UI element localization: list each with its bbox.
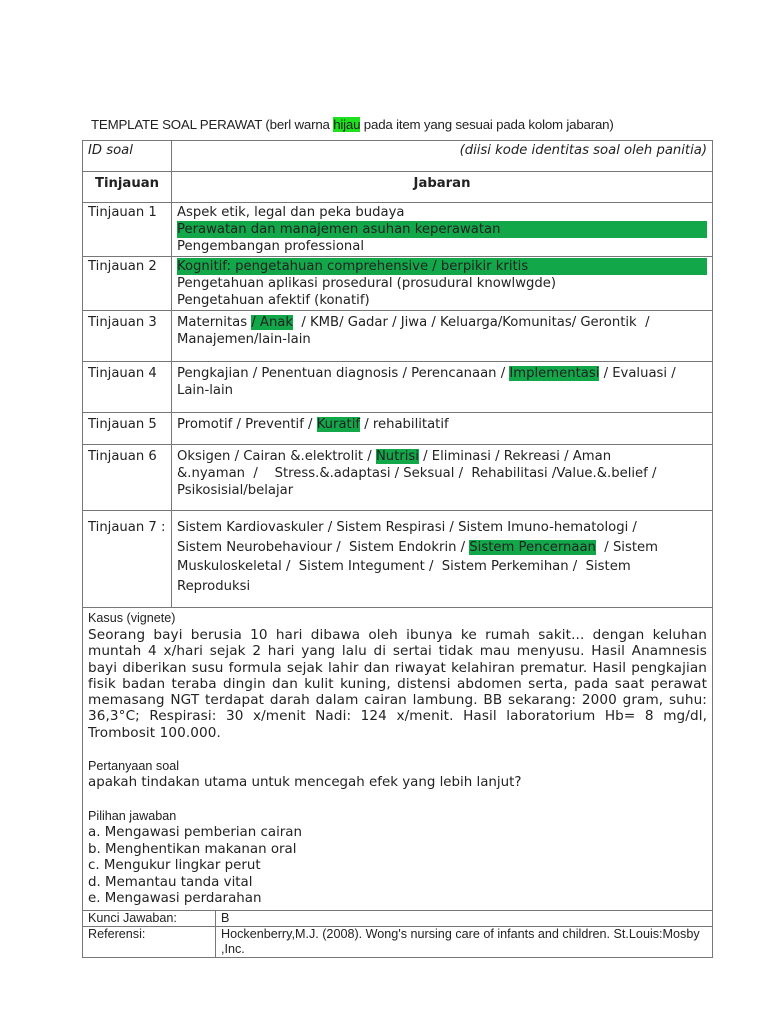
jabaran-line: Oksigen / Cairan &.elektrolit / Nutrisi … — [177, 448, 707, 465]
document-title: TEMPLATE SOAL PERAWAT (berl warna hijau … — [91, 117, 614, 132]
jabaran-item: / rehabilitatif — [360, 417, 449, 432]
tinjauan-label: Tinjauan 7 : — [82, 510, 172, 608]
jabaran-cell: Maternitas / Anak / KMB/ Gadar / Jiwa / … — [171, 310, 713, 362]
jabaran-item: / Eliminasi / Rekreasi / Aman — [418, 449, 612, 464]
answer-row: Kunci Jawaban: B — [82, 909, 713, 927]
tinjauan-row-6: Tinjauan 6 Oksigen / Cairan &.elektrolit … — [82, 444, 713, 511]
tinjauan-label: Tinjauan 2 — [82, 256, 172, 311]
header-jabaran: Jabaran — [171, 171, 713, 203]
selected-item: Kognitif: pengetahuan comprehensive / be… — [177, 258, 707, 275]
jabaran-item: Manajemen/lain-lain — [177, 332, 311, 347]
jabaran-item: Reproduksi — [177, 578, 251, 594]
case-text: Seorang bayi berusia 10 hari dibawa oleh… — [88, 627, 707, 741]
reference-value: Hockenberry,M.J. (2008). Wong's nursing … — [215, 925, 713, 958]
jabaran-item: / KMB/ Gadar / Jiwa / Keluarga/Komunitas… — [293, 315, 650, 330]
tinjauan-row-7: Tinjauan 7 : Sistem Kardiovaskuler / Sist… — [82, 510, 713, 608]
jabaran-item: Pengembangan professional — [177, 239, 365, 254]
jabaran-item: Pengetahuan aplikasi prosedural (prosudu… — [177, 276, 557, 291]
option-d: d. Memantau tanda vital — [88, 874, 253, 890]
selected-item: / Anak — [251, 315, 294, 330]
jabaran-item: / Sistem — [595, 539, 658, 555]
jabaran-cell: Aspek etik, legal dan peka budaya Perawat… — [171, 202, 713, 257]
selected-item: Perawatan dan manajemen asuhan keperawat… — [177, 221, 707, 238]
jabaran-cell: Sistem Kardiovaskuler / Sistem Respirasi… — [171, 510, 713, 608]
jabaran-line: Pengetahuan aplikasi prosedural (prosudu… — [177, 275, 707, 292]
tinjauan-row-3: Tinjauan 3 Maternitas / Anak / KMB/ Gadar… — [82, 310, 713, 362]
jabaran-item: Sistem Kardiovaskuler / Sistem Respirasi… — [177, 520, 637, 535]
case-row: Kasus (vignete) Seorang bayi berusia 10 … — [82, 607, 713, 911]
tinjauan-row-1: Tinjauan 1 Aspek etik, legal dan peka bud… — [82, 202, 713, 257]
jabaran-line: Sistem Neurobehaviour / Sistem Endokrin … — [177, 538, 707, 558]
case-cell: Kasus (vignete) Seorang bayi berusia 10 … — [82, 607, 713, 911]
question-label: Pertanyaan soal — [88, 759, 180, 774]
tinjauan-label: Tinjauan 1 — [82, 202, 172, 257]
jabaran-line: Pengembangan professional — [177, 238, 707, 255]
question-template-table: ID soal (diisi kode identitas soal oleh p… — [82, 140, 713, 911]
jabaran-cell: Promotif / Preventif / Kuratif / rehabil… — [171, 412, 713, 445]
tinjauan-label: Tinjauan 6 — [82, 444, 172, 511]
option-c: c. Mengukur lingkar perut — [88, 858, 261, 874]
tinjauan-row-2: Tinjauan 2 Kognitif: pengetahuan comprehe… — [82, 256, 713, 311]
question-text: apakah tindakan utama untuk mencegah efe… — [88, 775, 522, 791]
jabaran-line: Promotif / Preventif / Kuratif / rehabil… — [177, 416, 707, 433]
document-body: ID soal (diisi kode identitas soal oleh p… — [82, 140, 713, 958]
tinjauan-row-5: Tinjauan 5 Promotif / Preventif / Kuratif… — [82, 412, 713, 445]
jabaran-line: &.nyaman / Stress.&.adaptasi / Seksual /… — [177, 465, 707, 482]
reference-label: Referensi: — [82, 925, 216, 958]
jabaran-line: Maternitas / Anak / KMB/ Gadar / Jiwa / … — [177, 314, 707, 331]
answer-table: Kunci Jawaban: B Referensi: Hockenberry,M.… — [82, 909, 713, 958]
jabaran-item: Pengkajian / Penentuan diagnosis / Peren… — [177, 366, 510, 381]
jabaran-item: Promotif / Preventif / — [177, 417, 317, 432]
jabaran-line: Reproduksi — [177, 577, 707, 597]
tinjauan-label: Tinjauan 5 — [82, 412, 172, 445]
reference-row: Referensi: Hockenberry,M.J. (2008). Wong'… — [82, 925, 713, 958]
jabaran-cell: Pengkajian / Penentuan diagnosis / Peren… — [171, 361, 713, 413]
jabaran-item: Aspek etik, legal dan peka budaya — [177, 205, 405, 220]
jabaran-item: Maternitas — [177, 315, 252, 330]
answer-value: B — [215, 909, 713, 927]
jabaran-line: Psikosisial/belajar — [177, 482, 707, 499]
case-label: Kasus (vignete) — [88, 611, 176, 625]
title-highlight: hijau — [333, 117, 361, 132]
jabaran-line: Pengetahuan afektif (konatif) — [177, 292, 707, 309]
title-text: TEMPLATE SOAL PERAWAT (berl warna — [91, 117, 334, 132]
option-a: a. Mengawasi pemberian cairan — [88, 825, 302, 841]
title-text-end: pada item yang sesuai pada kolom jabaran… — [360, 117, 614, 132]
jabaran-cell: Oksigen / Cairan &.elektrolit / Nutrisi … — [171, 444, 713, 511]
jabaran-item: Lain-lain — [177, 383, 233, 398]
jabaran-line: Lain-lain — [177, 382, 707, 399]
id-value: (diisi kode identitas soal oleh panitia) — [171, 140, 713, 172]
option-b: b. Menghentikan makanan oral — [88, 841, 297, 857]
jabaran-line: Pengkajian / Penentuan diagnosis / Peren… — [177, 365, 707, 382]
jabaran-line: Aspek etik, legal dan peka budaya — [177, 204, 707, 221]
jabaran-item: Pengetahuan afektif (konatif) — [177, 293, 370, 308]
jabaran-cell: Kognitif: pengetahuan comprehensive / be… — [171, 256, 713, 311]
selected-item: Kuratif — [316, 417, 361, 432]
jabaran-item: Sistem Neurobehaviour / Sistem Endokrin … — [177, 539, 470, 555]
selected-item: Nutrisi — [375, 449, 419, 464]
tinjauan-label: Tinjauan 3 — [82, 310, 172, 362]
answer-label: Kunci Jawaban: — [82, 909, 216, 927]
jabaran-line: Perawatan dan manajemen asuhan keperawat… — [177, 221, 707, 238]
id-label: ID soal — [82, 140, 172, 172]
jabaran-line: Kognitif: pengetahuan comprehensive / be… — [177, 258, 707, 275]
option-e: e. Mengawasi perdarahan — [88, 891, 262, 907]
jabaran-line: Sistem Kardiovaskuler / Sistem Respirasi… — [177, 518, 707, 538]
jabaran-line: Manajemen/lain-lain — [177, 331, 707, 348]
selected-item: Sistem Pencernaan — [469, 539, 596, 555]
header-row: Tinjauan Jabaran — [82, 171, 713, 203]
tinjauan-row-4: Tinjauan 4 Pengkajian / Penentuan diagnos… — [82, 361, 713, 413]
jabaran-item: Muskuloskeletal / Sistem Integument / Si… — [177, 559, 631, 574]
id-row: ID soal (diisi kode identitas soal oleh p… — [82, 140, 713, 172]
header-tinjauan: Tinjauan — [82, 171, 172, 203]
jabaran-item: / Evaluasi / — [599, 366, 676, 381]
jabaran-item: Oksigen / Cairan &.elektrolit / — [177, 449, 376, 464]
tinjauan-label: Tinjauan 4 — [82, 361, 172, 413]
jabaran-line: Muskuloskeletal / Sistem Integument / Si… — [177, 557, 707, 577]
jabaran-item: &.nyaman / Stress.&.adaptasi / Seksual /… — [177, 466, 657, 481]
selected-item: Implementasi — [509, 366, 600, 381]
jabaran-item: Psikosisial/belajar — [177, 483, 294, 498]
options-label: Pilihan jawaban — [88, 809, 177, 824]
